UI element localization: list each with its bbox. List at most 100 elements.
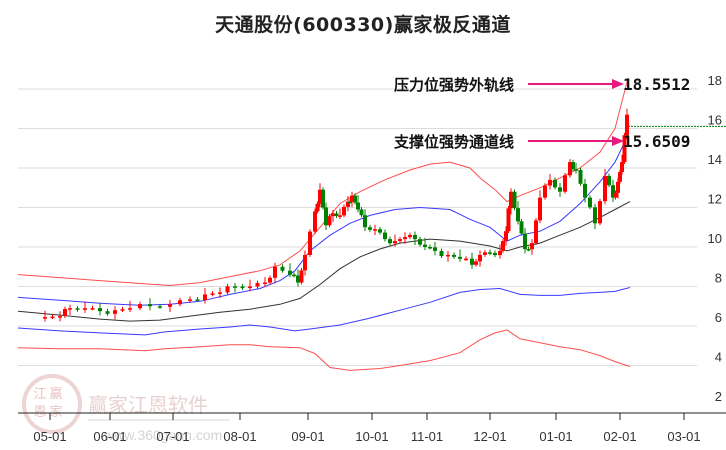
candle-up (315, 203, 320, 212)
annotation-support: 支撑位强势通道线 15.6509 (393, 132, 690, 151)
candle-down (452, 254, 456, 257)
candle-down (75, 308, 80, 310)
candle-down (158, 306, 162, 308)
candle-down (593, 207, 597, 224)
x-tick-label: 02-01 (603, 429, 636, 444)
candle-up (263, 282, 267, 285)
candle-down (433, 247, 437, 251)
x-tick-label: 07-01 (156, 429, 189, 444)
candle-down (578, 169, 583, 184)
x-tick-label: 01-01 (539, 429, 572, 444)
candle-down (512, 191, 517, 209)
candle-down (359, 209, 364, 216)
candle-up (393, 241, 397, 244)
watermark-seal-char: 家 (49, 404, 62, 420)
candle-up (474, 261, 478, 265)
candle-down (611, 185, 615, 198)
candle-down (488, 252, 492, 254)
candle-up (618, 171, 622, 182)
x-tick-label: 06-01 (93, 429, 126, 444)
y-tick-label: 12 (708, 192, 722, 207)
watermark-seal-char: 赢 (49, 386, 62, 402)
candle-up (373, 229, 377, 231)
candle-down (607, 175, 611, 186)
candle-up (50, 316, 55, 319)
candle-up (168, 304, 172, 307)
candle-up (478, 254, 482, 262)
candle-down (321, 189, 325, 208)
candle-down (383, 232, 387, 240)
x-tick-label: 12-01 (473, 429, 506, 444)
candle-down (523, 233, 527, 249)
y-tick-label: 8 (715, 271, 722, 286)
y-tick-label: 10 (708, 231, 722, 246)
candle-up (548, 179, 552, 186)
arrow-head-icon (612, 136, 624, 146)
candle-down (571, 162, 575, 170)
candle-up (483, 252, 487, 255)
candle-down (148, 304, 152, 307)
candle-up (113, 310, 117, 314)
candle-up (620, 162, 624, 172)
candle-down (553, 179, 557, 188)
chart-title: 天通股份(600330)赢家极反通道 (215, 14, 511, 36)
candle-up (543, 185, 547, 198)
candle-down (574, 169, 578, 171)
candle-down (470, 258, 474, 265)
candle-up (616, 181, 620, 193)
y-tick-label: 18 (708, 73, 722, 88)
candle-down (296, 275, 300, 283)
candle-up (568, 162, 572, 176)
candle-up (225, 286, 230, 293)
x-tick-label: 08-01 (223, 429, 256, 444)
annotation-value: 15.6509 (623, 132, 690, 151)
candle-up (273, 266, 277, 278)
candle-up (120, 309, 125, 311)
annotation-label: 压力位强势外轨线 (394, 76, 514, 94)
candle-down (292, 274, 296, 277)
watermark-seal-char: 江 (33, 387, 46, 402)
candle-up (90, 308, 95, 310)
candle-down (423, 244, 427, 247)
arrow-head-icon (612, 79, 624, 89)
candle-down (516, 208, 520, 222)
annotation-upper: 压力位强势外轨线 18.5512 (394, 75, 690, 94)
candle-up (128, 308, 132, 310)
y-tick-label: 2 (715, 389, 722, 404)
y-tick-label: 4 (715, 350, 722, 365)
candle-up (613, 192, 618, 198)
candle-down (388, 239, 392, 244)
candle-down (356, 202, 360, 210)
candle-down (353, 195, 357, 203)
candle-up (203, 294, 207, 301)
candle-up (603, 175, 607, 202)
candle-up (138, 304, 142, 309)
lower-inner-band-line (17, 287, 631, 336)
candle-down (240, 286, 245, 289)
candle-down (418, 239, 422, 245)
candle-up (598, 201, 602, 224)
candlesticks (43, 108, 629, 322)
candle-up (346, 201, 350, 207)
candle-up (563, 175, 567, 192)
candle-down (334, 213, 339, 216)
candle-up (58, 316, 62, 318)
candle-up (622, 135, 627, 163)
candle-up (446, 254, 450, 257)
candle-up (509, 191, 513, 209)
candle-up (313, 211, 317, 232)
candle-up (625, 114, 629, 136)
candle-down (428, 247, 432, 249)
candle-up (338, 215, 342, 217)
candle-down (348, 201, 352, 204)
candle-up (506, 208, 511, 232)
candle-up (327, 216, 332, 226)
x-tick-label: 09-01 (291, 429, 324, 444)
candle-up (498, 250, 502, 256)
candle-up (210, 293, 215, 295)
y-tick-label: 14 (708, 152, 722, 167)
candle-up (408, 234, 412, 238)
candle-up (308, 231, 312, 255)
candle-down (98, 308, 102, 312)
